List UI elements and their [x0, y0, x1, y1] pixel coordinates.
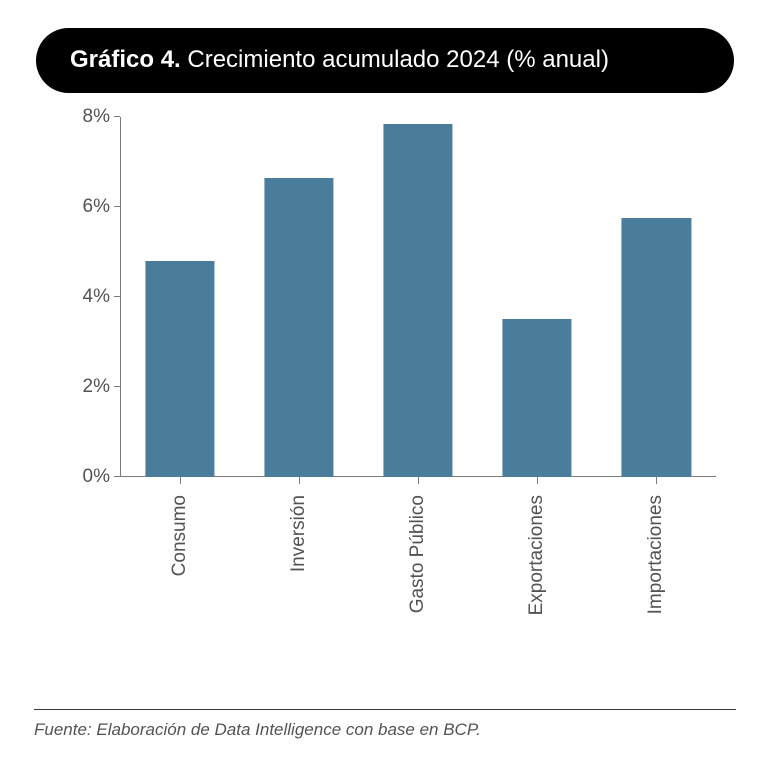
x-tick-label: Consumo: [169, 495, 191, 576]
x-tick-mark: [299, 477, 300, 484]
footer: Fuente: Elaboración de Data Intelligence…: [34, 709, 736, 740]
bar: [622, 218, 691, 477]
chart-title-pill: Gráfico 4. Crecimiento acumulado 2024 (%…: [36, 28, 734, 93]
y-tick-mark: [114, 206, 120, 207]
y-tick-label: 4%: [83, 286, 120, 308]
footer-rule: [34, 709, 736, 710]
x-tick-mark: [418, 477, 419, 484]
x-tick-label: Inversión: [288, 495, 310, 572]
x-tick-label: Exportaciones: [526, 495, 548, 615]
chart-area: 0%2%4%6%8% Consumo Inversión Gasto Público…: [64, 117, 726, 647]
x-tick-label: Importaciones: [645, 495, 667, 614]
y-tick-label: 8%: [83, 106, 120, 128]
plot-area: 0%2%4%6%8%: [120, 117, 716, 477]
x-tick-mark: [180, 477, 181, 484]
x-tick-mark: [537, 477, 538, 484]
y-tick-mark: [114, 116, 120, 117]
y-axis-line: [120, 117, 121, 477]
bar: [383, 124, 452, 477]
y-tick-label: 2%: [83, 376, 120, 398]
source-text: Fuente: Elaboración de Data Intelligence…: [34, 720, 736, 740]
bar: [145, 261, 214, 477]
x-tick-label: Gasto Público: [407, 495, 429, 613]
y-tick-mark: [114, 386, 120, 387]
y-tick-mark: [114, 476, 120, 477]
y-tick-mark: [114, 296, 120, 297]
y-tick-label: 0%: [83, 466, 120, 488]
chart-title-prefix: Gráfico 4.: [70, 46, 181, 73]
y-tick-label: 6%: [83, 196, 120, 218]
chart-page: Gráfico 4. Crecimiento acumulado 2024 (%…: [0, 0, 770, 762]
bar: [264, 178, 333, 477]
x-axis-labels: Consumo Inversión Gasto Público Exportacion…: [120, 495, 716, 645]
x-tick-mark: [656, 477, 657, 484]
chart-title-text: Crecimiento acumulado 2024 (% anual): [181, 46, 609, 73]
bar: [503, 319, 572, 477]
